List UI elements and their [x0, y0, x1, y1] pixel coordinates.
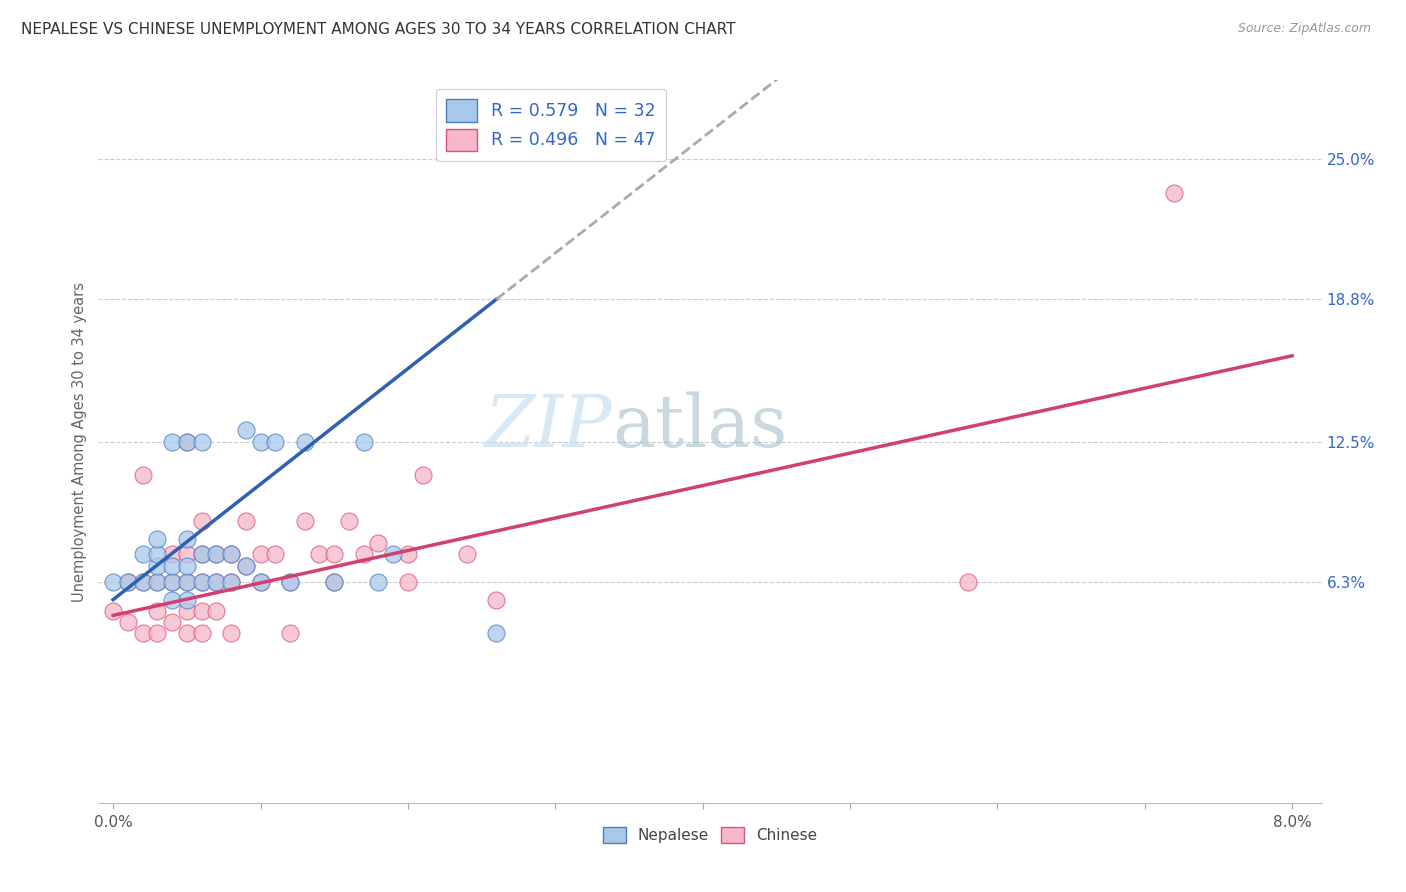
- Point: [456, 548, 478, 562]
- Point: [485, 592, 508, 607]
- Point: [412, 468, 434, 483]
- Point: [176, 626, 198, 640]
- Point: [131, 574, 153, 589]
- Point: [190, 574, 212, 589]
- Point: [101, 604, 124, 618]
- Point: [219, 574, 242, 589]
- Point: [131, 574, 153, 589]
- Point: [190, 514, 212, 528]
- Point: [146, 532, 169, 546]
- Point: [117, 574, 139, 589]
- Point: [190, 574, 212, 589]
- Point: [205, 548, 228, 562]
- Point: [160, 548, 183, 562]
- Point: [117, 615, 139, 630]
- Point: [219, 548, 242, 562]
- Point: [264, 434, 287, 449]
- Point: [323, 574, 346, 589]
- Point: [160, 434, 183, 449]
- Point: [160, 574, 183, 589]
- Point: [294, 514, 316, 528]
- Point: [278, 574, 301, 589]
- Point: [176, 532, 198, 546]
- Point: [353, 548, 375, 562]
- Point: [249, 574, 271, 589]
- Point: [323, 574, 346, 589]
- Point: [235, 423, 257, 437]
- Point: [367, 574, 389, 589]
- Point: [205, 574, 228, 589]
- Point: [294, 434, 316, 449]
- Point: [219, 626, 242, 640]
- Point: [131, 548, 153, 562]
- Point: [117, 574, 139, 589]
- Point: [278, 574, 301, 589]
- Point: [353, 434, 375, 449]
- Y-axis label: Unemployment Among Ages 30 to 34 years: Unemployment Among Ages 30 to 34 years: [72, 282, 87, 601]
- Point: [176, 434, 198, 449]
- Point: [264, 548, 287, 562]
- Point: [235, 558, 257, 573]
- Text: Source: ZipAtlas.com: Source: ZipAtlas.com: [1237, 22, 1371, 36]
- Point: [146, 548, 169, 562]
- Point: [146, 574, 169, 589]
- Point: [131, 626, 153, 640]
- Point: [190, 626, 212, 640]
- Point: [131, 468, 153, 483]
- Point: [176, 434, 198, 449]
- Point: [382, 548, 405, 562]
- Point: [160, 558, 183, 573]
- Point: [205, 548, 228, 562]
- Point: [323, 548, 346, 562]
- Point: [278, 626, 301, 640]
- Point: [249, 574, 271, 589]
- Point: [249, 434, 271, 449]
- Point: [235, 558, 257, 573]
- Point: [485, 626, 508, 640]
- Point: [219, 548, 242, 562]
- Point: [235, 514, 257, 528]
- Point: [219, 574, 242, 589]
- Legend: Nepalese, Chinese: Nepalese, Chinese: [596, 822, 824, 849]
- Point: [190, 548, 212, 562]
- Point: [249, 548, 271, 562]
- Point: [176, 604, 198, 618]
- Point: [176, 548, 198, 562]
- Point: [176, 574, 198, 589]
- Point: [205, 604, 228, 618]
- Point: [190, 548, 212, 562]
- Point: [146, 626, 169, 640]
- Text: NEPALESE VS CHINESE UNEMPLOYMENT AMONG AGES 30 TO 34 YEARS CORRELATION CHART: NEPALESE VS CHINESE UNEMPLOYMENT AMONG A…: [21, 22, 735, 37]
- Text: atlas: atlas: [612, 392, 787, 462]
- Point: [176, 592, 198, 607]
- Point: [956, 574, 979, 589]
- Point: [146, 558, 169, 573]
- Point: [367, 536, 389, 550]
- Point: [190, 604, 212, 618]
- Point: [1163, 186, 1185, 201]
- Point: [101, 574, 124, 589]
- Point: [308, 548, 330, 562]
- Point: [146, 604, 169, 618]
- Point: [176, 574, 198, 589]
- Point: [176, 558, 198, 573]
- Point: [190, 434, 212, 449]
- Point: [160, 574, 183, 589]
- Point: [337, 514, 360, 528]
- Point: [146, 574, 169, 589]
- Point: [160, 615, 183, 630]
- Point: [396, 574, 419, 589]
- Text: ZIP: ZIP: [485, 392, 612, 462]
- Point: [396, 548, 419, 562]
- Point: [205, 574, 228, 589]
- Point: [160, 592, 183, 607]
